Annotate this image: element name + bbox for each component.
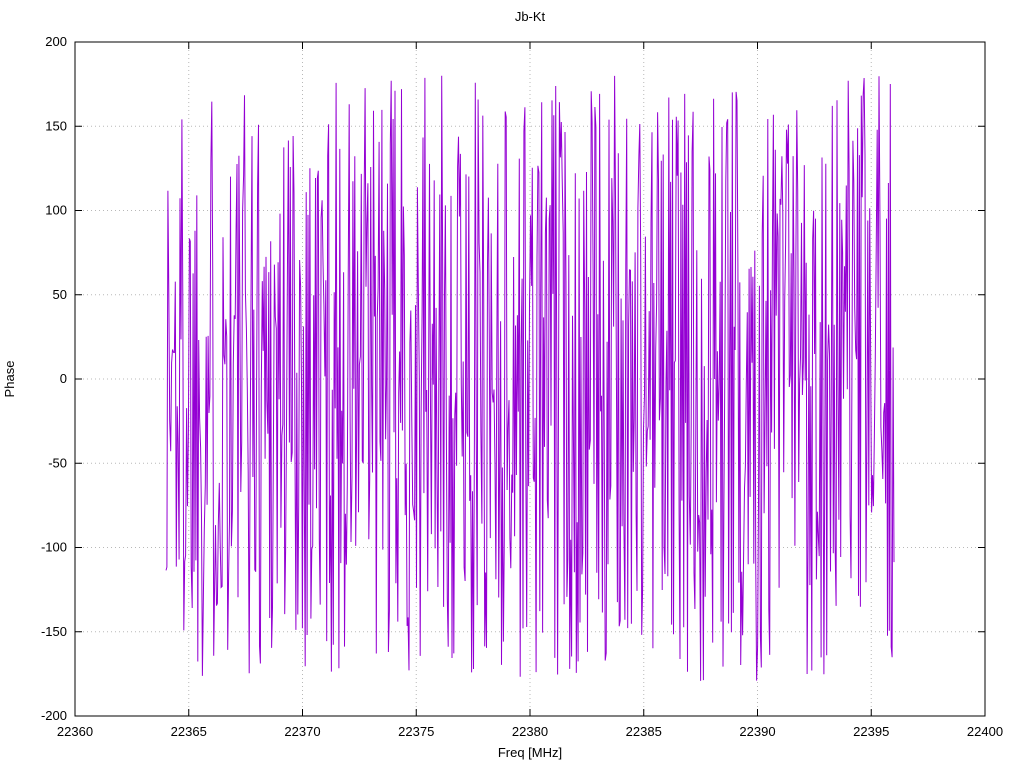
y-tick-label: 200	[45, 34, 67, 49]
x-tick-label: 22380	[512, 724, 548, 739]
x-tick-label: 22375	[398, 724, 434, 739]
x-tick-label: 22385	[626, 724, 662, 739]
x-tick-label: 22370	[284, 724, 320, 739]
y-tick-label: 50	[53, 287, 67, 302]
y-axis-label: Phase	[2, 361, 17, 398]
y-tick-label: -150	[41, 624, 67, 639]
series-line-jb-kt-phase	[165, 75, 895, 681]
x-tick-label: 22365	[171, 724, 207, 739]
x-tick-label: 22400	[967, 724, 1003, 739]
y-tick-label: -50	[48, 455, 67, 470]
chart-title: Jb-Kt	[515, 9, 546, 24]
y-tick-label: 100	[45, 203, 67, 218]
y-tick-label: -100	[41, 540, 67, 555]
y-tick-label: 0	[60, 371, 67, 386]
x-axis-label: Freq [MHz]	[498, 745, 562, 760]
x-tick-label: 22390	[739, 724, 775, 739]
x-tick-label: 22360	[57, 724, 93, 739]
y-tick-label: -200	[41, 708, 67, 723]
y-tick-label: 150	[45, 118, 67, 133]
tick-labels-layer: 22360 22365 22370 22375 22380 22385 22390 22395…	[41, 34, 1003, 739]
data-series-layer	[165, 75, 895, 681]
plot-frame	[74, 41, 986, 717]
x-tick-label: 22395	[853, 724, 889, 739]
